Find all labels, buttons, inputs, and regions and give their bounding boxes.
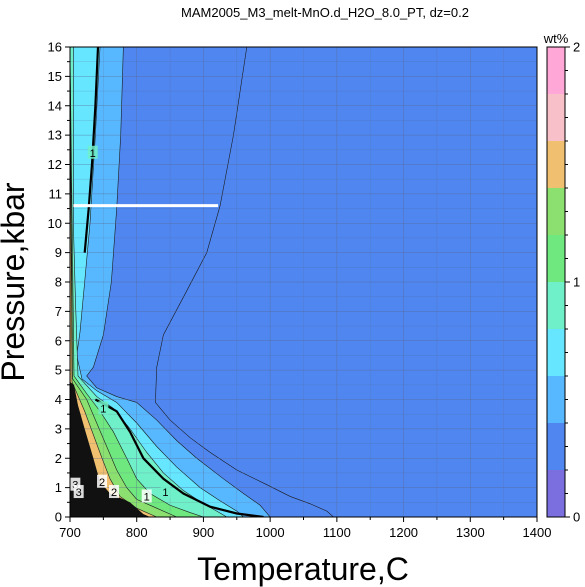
y-tick-label: 5 — [55, 363, 62, 378]
colorbar-segment — [547, 188, 565, 235]
y-tick-label: 1 — [55, 480, 62, 495]
colorbar-segment — [547, 470, 565, 517]
contour-line-1 — [94, 398, 264, 517]
y-tick-label: 7 — [55, 304, 62, 319]
contour-label-bg — [97, 474, 108, 488]
chart-title: MAM2005_M3_melt-MnO.d_H2O_8.0_PT, dz=0.2 — [181, 5, 469, 20]
colorbar-tick-label: 1 — [573, 275, 580, 290]
contour-label: 1 — [100, 403, 106, 415]
grid — [70, 47, 537, 517]
contour-label: 2 — [111, 487, 117, 499]
y-tick-label: 10 — [48, 216, 62, 231]
y-tick-label: 15 — [48, 69, 62, 84]
contour-label-bg — [73, 485, 84, 499]
y-axis-label: Pressure,kbar — [0, 182, 31, 382]
y-tick-label: 13 — [48, 128, 62, 143]
contour-label: 3 — [76, 487, 82, 499]
y-tick-label: 9 — [55, 245, 62, 260]
y-tick-label: 11 — [49, 186, 63, 201]
y-tick-label: 0 — [55, 510, 62, 525]
contour-label: 1 — [144, 491, 150, 503]
contour-labels: 11112233 — [70, 145, 171, 503]
contour-label-bg — [141, 489, 152, 503]
colorbar: 0 1 2 — [546, 40, 580, 525]
colorbar-tick-label: 2 — [573, 40, 580, 55]
colorbar-segment — [547, 376, 565, 423]
x-axis-label: Temperature,C — [197, 551, 409, 587]
colorbar-tick-label: 0 — [573, 510, 580, 525]
x-tick-label: 1100 — [323, 525, 351, 540]
contour-label-group: 1 — [87, 145, 98, 160]
x-axis: 700 800 900 1000 1100 1200 1300 1400 — [59, 517, 551, 540]
colorbar-label: wt% — [543, 31, 569, 46]
colorbar-segment — [547, 47, 565, 94]
contour-label-group: 1 — [141, 489, 152, 503]
contour-label-bg — [70, 477, 81, 491]
x-tick-label: 700 — [59, 525, 81, 540]
contour-label-group: 2 — [97, 474, 108, 489]
colorbar-segment — [547, 329, 565, 376]
y-tick-label: 2 — [55, 451, 62, 466]
contour-label-group: 3 — [73, 485, 84, 499]
y-tick-label: 8 — [55, 275, 62, 290]
contour-label: 1 — [162, 487, 168, 499]
x-tick-label: 900 — [193, 525, 215, 540]
y-tick-label: 16 — [48, 40, 62, 55]
x-tick-label: 1000 — [256, 525, 285, 540]
contour-label-bg — [109, 485, 120, 499]
contour-label-bg — [87, 145, 98, 159]
contour-label: 1 — [90, 148, 96, 160]
y-tick-label: 6 — [55, 333, 62, 348]
dense-contour-block — [70, 381, 151, 517]
contour-label-group: 1 — [98, 401, 109, 415]
colorbar-segment — [547, 235, 565, 282]
contour-label-group: 2 — [109, 485, 120, 499]
contour-line-0 — [83, 47, 100, 253]
y-tick-label: 4 — [55, 392, 62, 407]
contour-lines — [70, 47, 264, 517]
x-tick-label: 1300 — [456, 525, 485, 540]
colorbar-segment — [547, 94, 565, 141]
y-tick-label: 14 — [48, 98, 62, 113]
x-tick-label: 1400 — [523, 525, 552, 540]
y-tick-label: 12 — [48, 157, 62, 172]
contour-label-bg — [98, 401, 109, 415]
contour-label-group: 1 — [160, 485, 171, 499]
x-tick-label: 800 — [126, 525, 148, 540]
contour-label: 2 — [99, 477, 105, 489]
contour-label-bg — [160, 485, 171, 499]
y-tick-label: 3 — [55, 421, 62, 436]
colorbar-segment — [547, 423, 565, 470]
plot-area: 11112233 — [70, 47, 537, 517]
colorbar-segment — [547, 282, 565, 329]
x-tick-label: 1200 — [389, 525, 418, 540]
colorbar-segment — [547, 141, 565, 188]
